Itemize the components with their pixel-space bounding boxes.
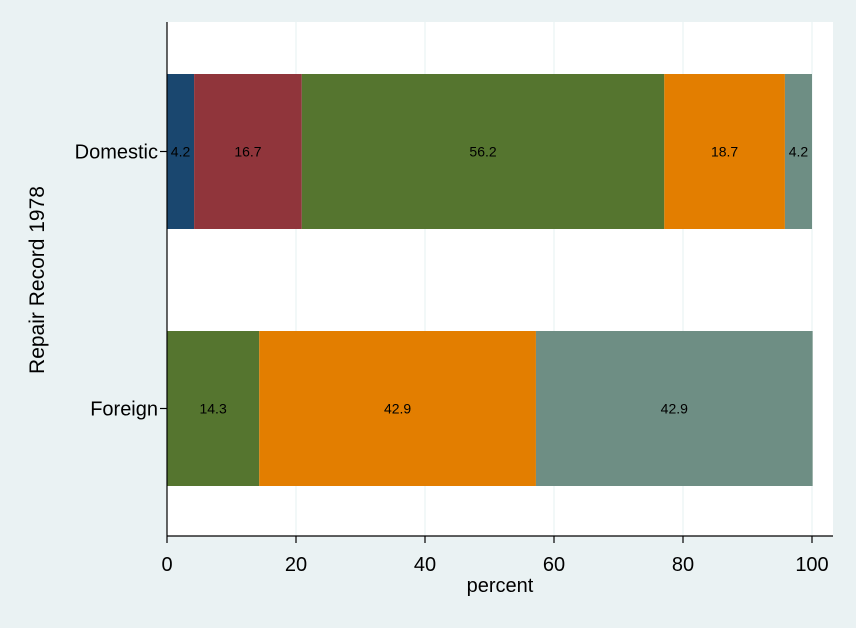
bar-segment xyxy=(167,74,195,229)
x-tick-label: 40 xyxy=(414,554,436,576)
data-labels: 4.2 16.7 56.2 18.7 4.2 14.3 42.9 42.9 xyxy=(171,144,809,417)
data-label: 4.2 xyxy=(171,144,191,160)
bar-segment xyxy=(664,74,785,229)
bars xyxy=(167,74,813,486)
bar-segment xyxy=(259,331,536,486)
bar-segment xyxy=(784,74,812,229)
y-axis-categories: Domestic Foreign xyxy=(75,142,167,421)
bar-segment xyxy=(535,331,813,486)
y-category-label: Domestic xyxy=(75,142,158,164)
x-axis-ticks: 0 20 40 60 80 100 xyxy=(161,536,829,576)
x-axis-title: percent xyxy=(467,575,534,597)
x-tick-label: 100 xyxy=(795,554,828,576)
y-category-label: Foreign xyxy=(90,399,158,421)
data-label: 16.7 xyxy=(234,144,261,160)
x-tick-label: 20 xyxy=(285,554,307,576)
data-label: 56.2 xyxy=(469,144,496,160)
x-tick-label: 0 xyxy=(161,554,172,576)
data-label: 18.7 xyxy=(711,144,738,160)
data-label: 42.9 xyxy=(384,401,411,417)
bar-segment xyxy=(301,74,665,229)
data-label: 4.2 xyxy=(789,144,809,160)
bar-segment xyxy=(194,74,302,229)
bar-segment xyxy=(167,331,260,486)
data-label: 14.3 xyxy=(199,401,226,417)
data-label: 42.9 xyxy=(661,401,688,417)
x-tick-label: 60 xyxy=(543,554,565,576)
x-tick-label: 80 xyxy=(672,554,694,576)
y-axis-title: Repair Record 1978 xyxy=(26,186,49,374)
